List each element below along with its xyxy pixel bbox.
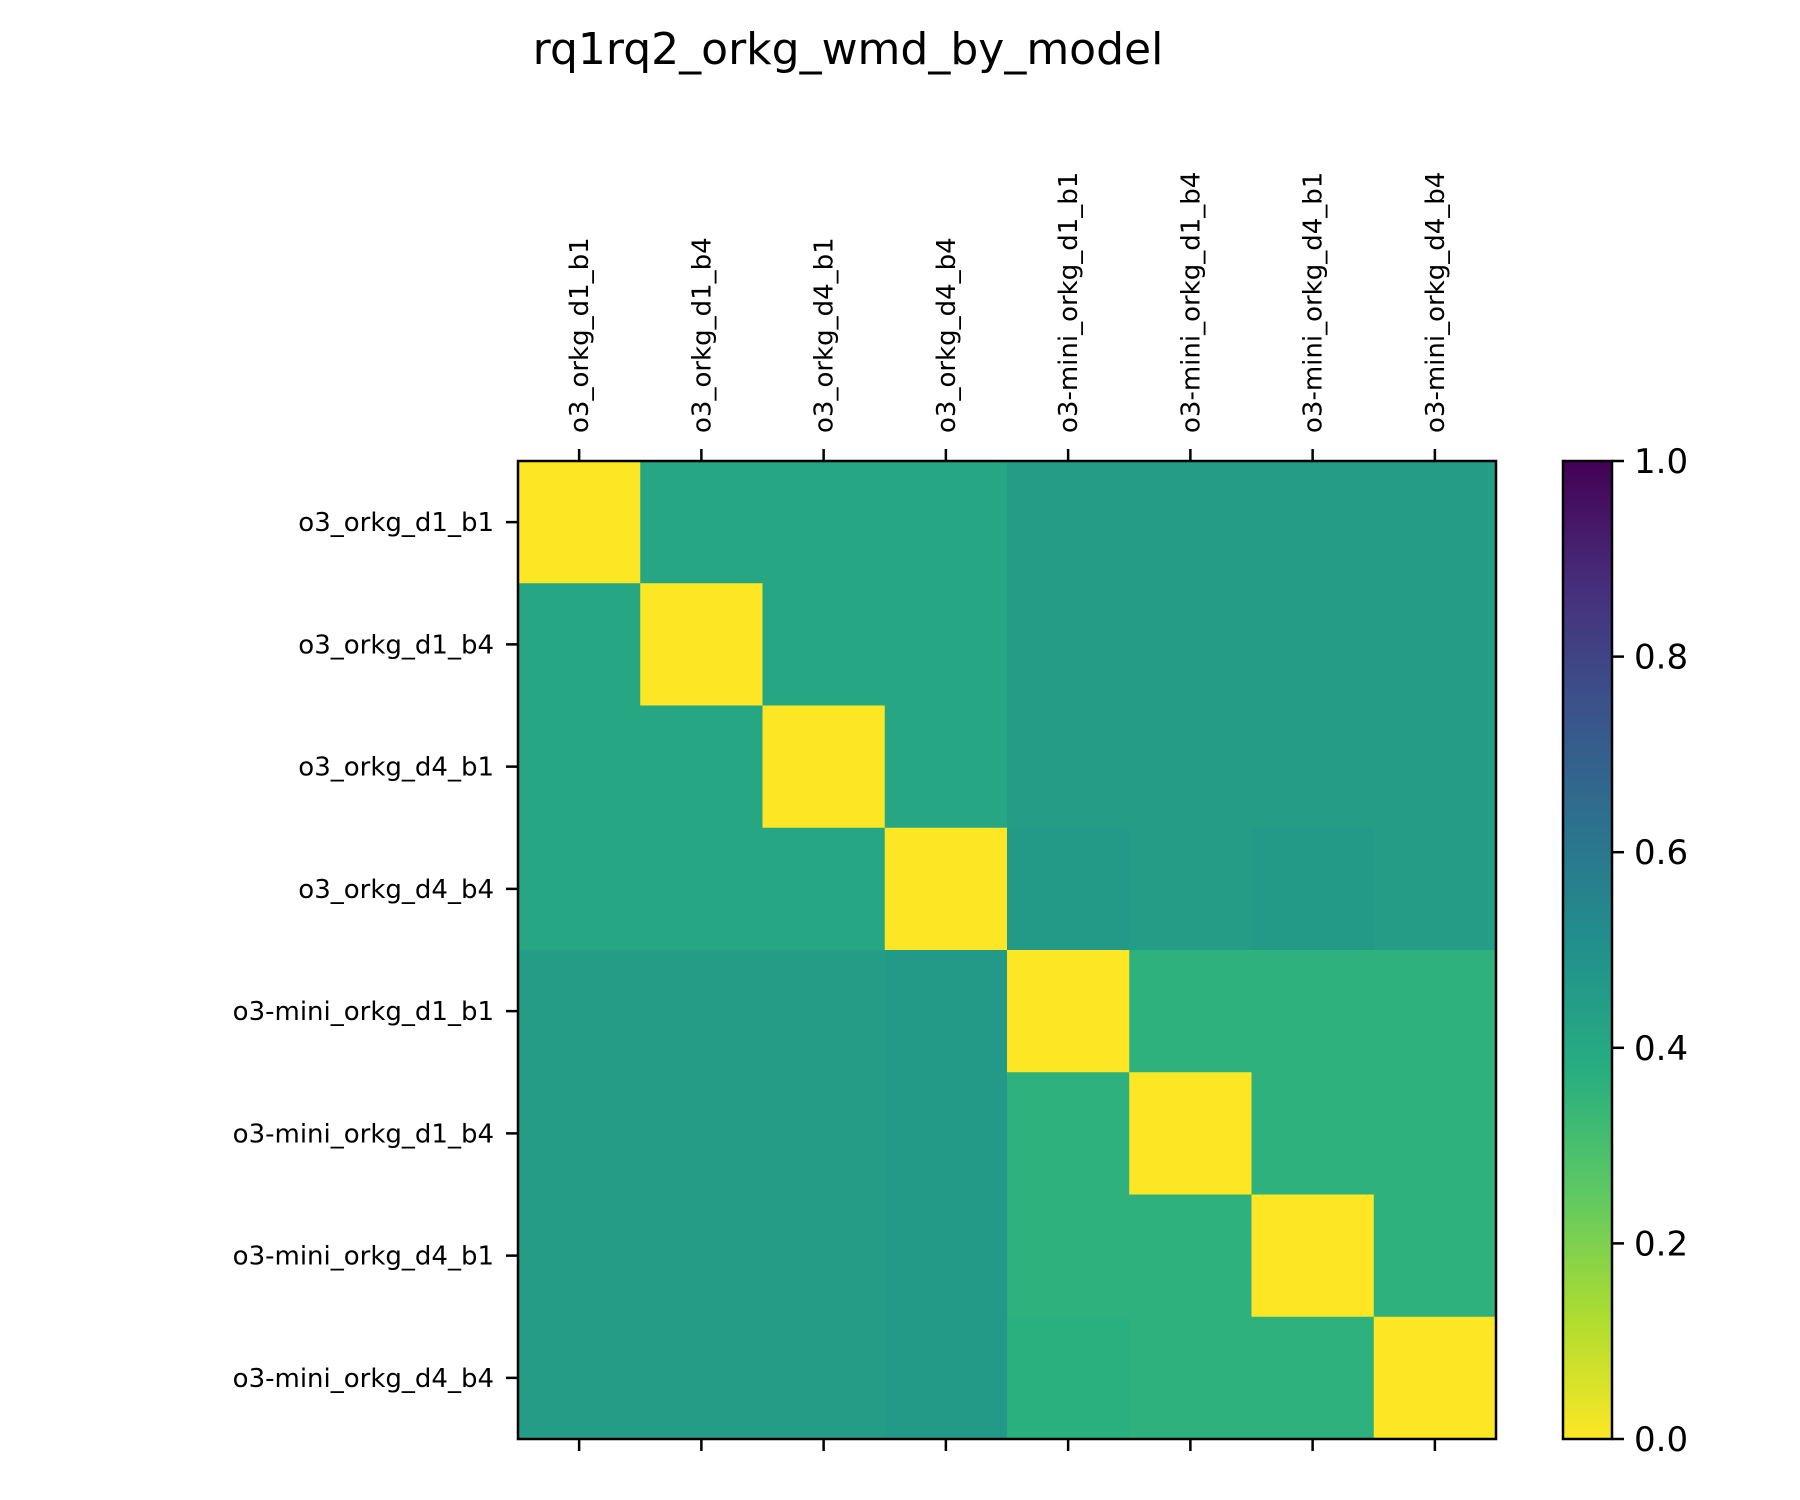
heatmap-cell xyxy=(518,705,641,829)
heatmap-cell xyxy=(762,1316,886,1440)
heatmap-cell xyxy=(762,461,886,584)
heatmap-cell xyxy=(640,1194,763,1318)
colorbar-ticks: 0.0 0.2 0.4 0.6 0.8 1.0 xyxy=(1612,442,1688,1460)
heatmap-cell xyxy=(640,1316,763,1440)
heatmap-cell xyxy=(1129,1316,1252,1440)
heatmap-cell xyxy=(1251,827,1375,951)
y-tick-label: o3_orkg_d1_b1 xyxy=(298,508,494,538)
heatmap-cell xyxy=(1251,705,1375,829)
y-tick-label: o3-mini_orkg_d4_b4 xyxy=(233,1364,494,1394)
heatmap-cell xyxy=(1129,1072,1252,1195)
heatmap-cell xyxy=(884,1316,1008,1440)
heatmap-cell xyxy=(1129,1194,1252,1318)
heatmap-cell xyxy=(1129,705,1252,829)
colorbar-tick-label: 1.0 xyxy=(1634,442,1688,482)
heatmap-cell xyxy=(1007,1072,1130,1195)
heatmap-cell xyxy=(884,950,1008,1073)
colorbar-tick-label: 0.0 xyxy=(1634,1420,1688,1460)
heatmap-cell xyxy=(1373,950,1497,1073)
heatmap-cell xyxy=(518,1072,641,1195)
heatmap-cell xyxy=(1007,1316,1130,1440)
heatmap-cell xyxy=(762,1194,886,1318)
heatmap-cell xyxy=(762,827,886,951)
heatmap-cell xyxy=(1007,950,1130,1073)
y-tick-label: o3-mini_orkg_d4_b1 xyxy=(233,1242,494,1272)
heatmap-cell xyxy=(884,461,1008,584)
heatmap-cell xyxy=(1251,950,1375,1073)
heatmap-cell xyxy=(1007,1194,1130,1318)
heatmap-cell xyxy=(884,1072,1008,1195)
heatmap-cell xyxy=(884,827,1008,951)
heatmap-cell xyxy=(762,1072,886,1195)
heatmap-cell xyxy=(762,705,886,829)
y-tick-label: o3-mini_orkg_d1_b1 xyxy=(233,997,494,1027)
heatmap-cell xyxy=(1251,1316,1375,1440)
x-tick-label: o3-mini_orkg_d4_b4 xyxy=(1421,172,1451,433)
plot-frame xyxy=(516,459,1498,1441)
heatmap-cell xyxy=(1373,705,1497,829)
heatmap-cell xyxy=(884,705,1008,829)
heatmap-cell xyxy=(640,950,763,1073)
y-axis: o3_orkg_d1_b1 o3_orkg_d1_b4 o3_orkg_d4_b1o… xyxy=(233,508,518,1394)
heatmap-cell xyxy=(1007,461,1130,584)
heatmap-cell xyxy=(1007,705,1130,829)
heatmap-cell xyxy=(1251,1194,1375,1318)
heatmap-cell xyxy=(1373,827,1497,951)
y-tick-label: o3-mini_orkg_d1_b4 xyxy=(233,1119,494,1149)
colorbar-tick-label: 0.2 xyxy=(1634,1224,1688,1264)
heatmap-cell xyxy=(762,950,886,1073)
heatmap-cell xyxy=(1251,1072,1375,1195)
heatmap-cell xyxy=(1007,583,1130,706)
colorbar xyxy=(1561,459,1614,1441)
heatmap-cell xyxy=(1373,1316,1497,1440)
y-tick-label: o3_orkg_d4_b1 xyxy=(298,753,494,783)
heatmap-cell xyxy=(884,1194,1008,1318)
heatmap-cell xyxy=(518,827,641,951)
heatmap-cell xyxy=(1251,461,1375,584)
heatmap-cell xyxy=(1373,1072,1497,1195)
heatmap-cell xyxy=(640,705,763,829)
heatmap-cell xyxy=(1373,583,1497,706)
heatmap-cell xyxy=(640,461,763,584)
heatmap-cell xyxy=(518,461,641,584)
chart-title: rq1rq2_orkg_wmd_by_model xyxy=(533,24,1164,75)
heatmap-cell xyxy=(1007,827,1130,951)
heatmap-cell xyxy=(640,583,763,706)
heatmap-cell xyxy=(518,1194,641,1318)
heatmap-cell xyxy=(640,827,763,951)
heatmap-cells xyxy=(518,461,1497,1440)
heatmap-cell xyxy=(1129,827,1252,951)
heatmap-cell xyxy=(518,950,641,1073)
heatmap-cell xyxy=(1373,1194,1497,1318)
heatmap-cell xyxy=(1129,583,1252,706)
y-tick-label: o3_orkg_d4_b4 xyxy=(298,875,494,905)
x-tick-label: o3_orkg_d4_b4 xyxy=(932,237,962,433)
heatmap-cell xyxy=(1129,950,1252,1073)
x-tick-label: o3_orkg_d1_b4 xyxy=(687,237,717,433)
heatmap-cell xyxy=(762,583,886,706)
heatmap-cell xyxy=(1129,461,1252,584)
x-tick-label: o3-mini_orkg_d1_b1 xyxy=(1054,172,1084,433)
heatmap-cell xyxy=(1373,461,1497,584)
heatmap-cell xyxy=(518,1316,641,1440)
heatmap-cell xyxy=(884,583,1008,706)
heatmap-cell xyxy=(518,583,641,706)
x-tick-label: o3_orkg_d4_b1 xyxy=(810,237,840,433)
heatmap-cell xyxy=(640,1072,763,1195)
x-axis: o3_orkg_d1_b1 o3_orkg_d1_b4 o3_orkg_d4_b1 o… xyxy=(565,172,1451,1451)
x-tick-label: o3_orkg_d1_b1 xyxy=(565,237,595,433)
x-tick-label: o3-mini_orkg_d4_b1 xyxy=(1299,172,1329,433)
colorbar-tick-label: 0.8 xyxy=(1634,638,1688,678)
colorbar-tick-label: 0.6 xyxy=(1634,833,1688,873)
colorbar-tick-label: 0.4 xyxy=(1634,1029,1688,1069)
y-tick-label: o3_orkg_d1_b4 xyxy=(298,630,494,660)
x-tick-label: o3-mini_orkg_d1_b4 xyxy=(1176,172,1206,433)
heatmap-cell xyxy=(1251,583,1375,706)
